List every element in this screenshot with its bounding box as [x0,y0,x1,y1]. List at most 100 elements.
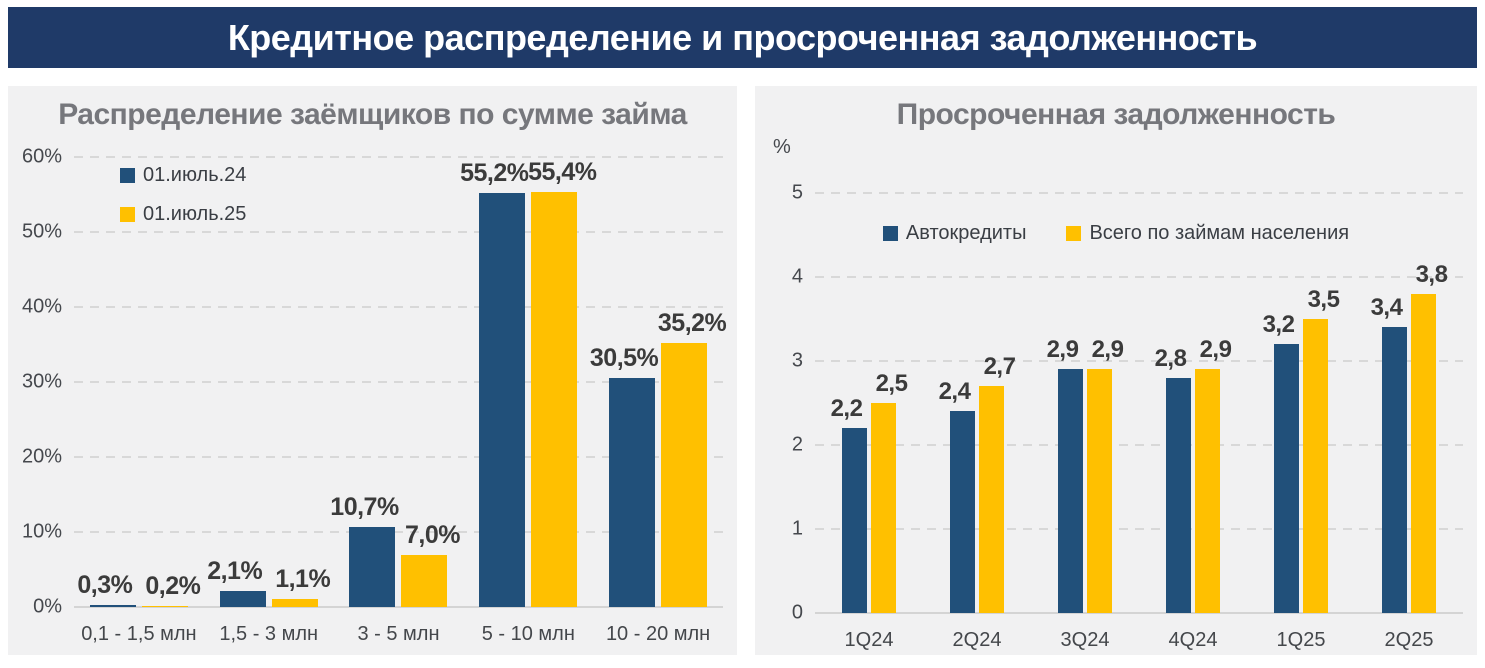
bar-series1: 2,1% [207,557,266,607]
bar-series2: 2,9 [1087,336,1124,613]
legend-label: Всего по займам населения [1089,222,1350,244]
bar-value-label: 2,7 [983,353,1016,381]
bar-series2: 7,0% [401,521,460,607]
chart-title-loan-distribution: Распределение заёмщиков по сумме займа [58,98,687,131]
bar-value-label: 30,5% [589,344,659,373]
gridline [74,306,723,308]
y-axis-unit-label: % [773,136,791,158]
gridline [74,381,723,383]
y-tick-label: 5 [791,181,803,204]
bar-series1: 2,2 [831,395,867,613]
bar-series2: 2,5 [871,370,908,613]
bar-series1: 2,9 [1047,336,1083,613]
gridline [815,444,1463,446]
bar-group: 2,8 2,9 [1139,193,1247,613]
gridline [74,456,723,458]
bar-value-label: 2,9 [1091,336,1124,364]
legend-label: Автокредиты [905,222,1027,244]
y-tick-label: 2 [791,433,803,456]
gridline [74,231,723,233]
x-category-label: 5 - 10 млн [481,623,575,645]
bar-value-label: 55,2% [460,159,529,187]
bar-series1: 55,2% [460,159,529,607]
bar-series1: 3,4 [1371,294,1407,613]
bar-series2: 3,8 [1411,261,1448,613]
x-category-label: 2Q25 [1384,629,1434,651]
bar-groups: 0,3% 0,2% 2,1% 1,1% 10,7% 7,0% 55,2% 55,4% 30,5%… [74,157,727,607]
bar-value-label: 0,3% [77,570,133,599]
bar-value-label: 55,4% [528,157,597,186]
bar-value-label: 7,0% [404,520,460,549]
bar-value-label: 2,1% [207,557,263,586]
bar-value-label: 35,2% [657,309,727,337]
bar-value-label: 2,9 [1199,336,1232,364]
y-tick-label: 20% [21,445,62,468]
bar-group: 55,2% 55,4% [460,157,597,607]
page-title: Кредитное распределение и просроченная з… [227,16,1258,58]
bar-value-label: 3,8 [1415,260,1448,288]
x-category-label: 4Q24 [1168,629,1218,651]
plot-area: 0,3% 0,2% 2,1% 1,1% 10,7% 7,0% 55,2% 55,4% 30,5%… [74,156,727,608]
legend-item: 01.июль.24 [120,164,246,187]
bar-value-label: 2,2 [830,395,863,423]
x-axis-category-labels: 0,1 - 1,5 млн 1,5 - 3 млн 3 - 5 млн 5 - 10 … [74,623,723,646]
bar-value-label: 1,1% [275,564,331,593]
bar-series1: 10,7% [330,493,399,607]
gridline [815,528,1463,530]
bar-series1: 2,4 [939,378,975,613]
legend-item: Всего по займам населения [1066,222,1349,245]
bar-value-label: 2,4 [938,378,971,406]
bar-value-label: 10,7% [330,492,399,521]
y-tick-label: 50% [21,220,62,243]
legend: Автокредиты Всего по займам населения [755,222,1477,245]
bar-series2: 35,2% [658,309,727,607]
plot-area: 2,2 2,5 2,4 2,7 2,9 2,9 2,8 2,9 3,2 3,5 3,4 3,8 [815,192,1463,614]
bar-value-label: 2,9 [1046,336,1079,364]
bar-value-label: 3,5 [1307,286,1340,313]
x-category-label: 1,5 - 3 млн [219,623,319,645]
bar-series1: 0,3% [77,571,136,607]
x-category-label: 0,1 - 1,5 млн [81,623,197,645]
legend-item: 01.июль.25 [120,203,246,226]
gridline [74,156,723,158]
y-tick-label: 4 [791,265,803,288]
bar-series2: 1,1% [271,565,331,607]
bar-group: 2,1% 1,1% [204,157,334,607]
y-tick-label: 1 [791,517,803,540]
bar-group: 0,3% 0,2% [74,157,204,607]
x-axis-category-labels: 1Q24 2Q24 3Q24 4Q24 1Q25 2Q25 [815,629,1463,652]
y-tick-label: 40% [21,295,62,318]
bar-series2: 0,2% [141,572,201,607]
legend-label: 01.июль.25 [143,203,247,225]
gridline [815,276,1463,278]
bar-series2: 3,5 [1303,286,1340,613]
y-tick-label: 0 [791,601,803,624]
x-category-label: 3Q24 [1060,629,1110,651]
y-tick-label: 30% [21,370,62,393]
bar-groups: 2,2 2,5 2,4 2,7 2,9 2,9 2,8 2,9 3,2 3,5 3,4 3,8 [815,193,1463,613]
bar-series2: 2,9 [1195,336,1232,613]
bar-series1: 3,2 [1263,311,1299,613]
bar-series2: 55,4% [528,158,597,607]
bar-series1: 2,8 [1155,345,1191,613]
legend-swatch-navy [120,168,135,183]
x-category-label: 1Q24 [844,629,894,651]
bar-value-label: 3,2 [1262,311,1295,339]
bar-group: 2,2 2,5 [815,193,923,613]
bar-value-label: 2,5 [875,370,908,397]
x-category-label: 1Q25 [1276,629,1326,651]
gridline [815,192,1463,194]
bar-series2: 2,7 [979,353,1016,613]
x-axis-line [815,612,1463,614]
bar-group: 3,4 3,8 [1355,193,1463,613]
y-axis-tick-labels: 0 1 2 3 4 5 [755,182,803,624]
bar-group: 2,9 2,9 [1031,193,1139,613]
x-category-label: 2Q24 [952,629,1002,651]
bar-value-label: 2,8 [1154,344,1187,372]
bar-group: 10,7% 7,0% [330,157,464,607]
y-tick-label: 60% [21,145,62,168]
legend-swatch-yellow [120,207,135,222]
gridline [74,531,723,533]
y-tick-label: 10% [21,520,62,543]
legend-swatch-yellow [1066,226,1082,241]
